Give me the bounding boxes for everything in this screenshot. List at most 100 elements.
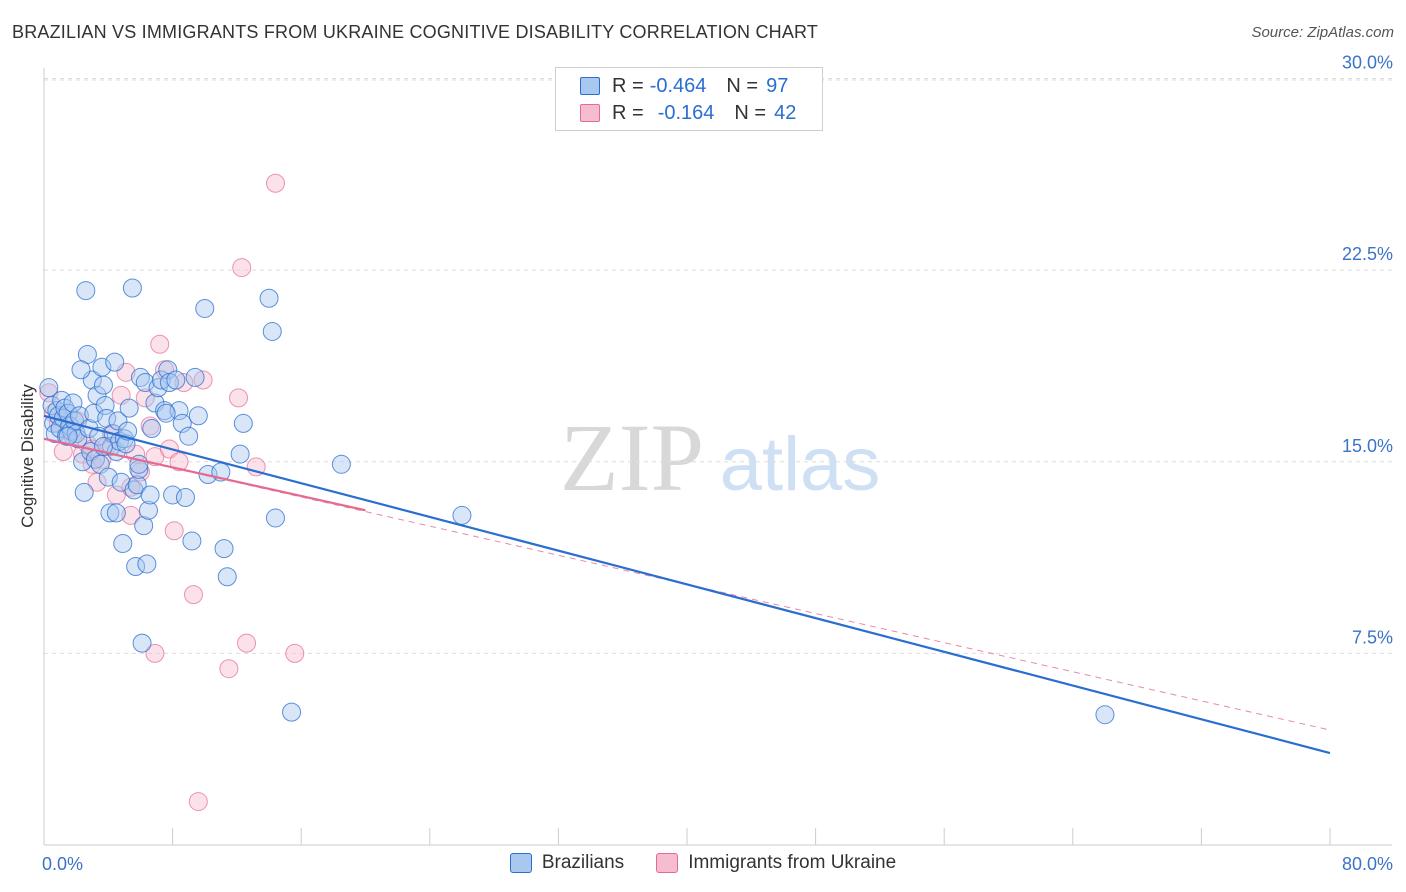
legend-label-ukraine: Immigrants from Ukraine: [688, 852, 897, 873]
data-point-ukraine: [73, 444, 93, 464]
legend-r-label: R =: [612, 74, 644, 97]
x-tick-label: 0.0%: [42, 854, 83, 874]
data-point-brazilians: [151, 370, 171, 390]
data-point-ukraine: [193, 370, 213, 390]
data-point-ukraine: [219, 659, 239, 679]
legend-stats: R = -0.464 N = 97 R = -0.164 N = 42: [555, 67, 823, 131]
data-point-ukraine: [237, 633, 257, 653]
data-point-brazilians: [331, 454, 351, 474]
data-point-brazilians: [233, 413, 253, 433]
y-tick-label: 15.0%: [1342, 436, 1393, 456]
trend-lines: [43, 414, 1331, 755]
data-point-ukraine: [174, 373, 194, 393]
data-point-brazilians: [71, 360, 91, 380]
data-point-brazilians: [265, 508, 285, 528]
legend-r-value: -0.164: [657, 101, 715, 124]
data-point-ukraine: [183, 585, 203, 605]
data-point-brazilians: [126, 557, 146, 577]
data-point-brazilians: [182, 531, 202, 551]
legend-item-ukraine[interactable]: Immigrants from Ukraine: [656, 852, 896, 874]
data-point-ukraine: [229, 388, 249, 408]
trend-line-brazilians: [43, 414, 1331, 755]
legend-n-label: N =: [726, 74, 759, 97]
watermark-atlas: atlas: [720, 422, 881, 507]
data-point-brazilians: [166, 370, 186, 390]
data-point-brazilians: [259, 288, 279, 308]
data-point-ukraine: [232, 258, 252, 278]
series-brazilians-points: [39, 278, 1115, 725]
data-point-brazilians: [140, 485, 160, 505]
data-point-brazilians: [113, 534, 133, 554]
data-point-brazilians: [106, 503, 126, 523]
data-point-brazilians: [185, 367, 205, 387]
data-point-brazilians: [87, 385, 107, 405]
data-point-brazilians: [179, 426, 199, 446]
data-point-brazilians: [217, 567, 237, 587]
legend-n-value: 97: [766, 74, 789, 97]
data-point-ukraine: [145, 643, 165, 663]
chart-title: BRAZILIAN VS IMMIGRANTS FROM UKRAINE COG…: [12, 22, 819, 42]
trend-line-ukraine: [43, 437, 366, 512]
data-point-brazilians: [108, 411, 128, 431]
data-point-brazilians: [127, 475, 147, 495]
data-point-brazilians: [230, 444, 250, 464]
y-tick-label: 22.5%: [1342, 244, 1393, 264]
data-point-ukraine: [169, 452, 189, 472]
data-point-ukraine: [150, 334, 170, 354]
data-point-brazilians: [134, 516, 154, 536]
legend-swatch-pink: [580, 104, 600, 122]
data-point-brazilians: [175, 488, 195, 508]
data-point-brazilians: [1095, 705, 1115, 725]
data-point-brazilians: [142, 419, 162, 439]
watermark-zip: ZIP: [560, 404, 704, 511]
data-point-brazilians: [119, 398, 139, 418]
legend-swatch-blue: [509, 853, 532, 873]
data-point-brazilians: [76, 281, 96, 301]
data-point-ukraine: [121, 505, 141, 525]
data-point-ukraine: [265, 173, 285, 193]
data-point-brazilians: [282, 702, 302, 722]
data-point-brazilians: [98, 467, 118, 487]
data-point-brazilians: [122, 278, 142, 298]
legend-row-ukraine: R = -0.164 N = 42: [580, 100, 796, 126]
data-point-brazilians: [262, 321, 282, 341]
data-point-ukraine: [164, 521, 184, 541]
tick-labels: 7.5% 15.0% 22.5% 30.0% 0.0% 80.0%: [42, 53, 1393, 875]
legend-r-value: -0.464: [649, 74, 707, 97]
data-point-brazilians: [137, 554, 157, 574]
data-point-brazilians: [156, 403, 176, 423]
legend-series: Brazilians Immigrants from Ukraine: [0, 852, 1406, 874]
legend-n-value: 42: [774, 101, 797, 124]
legend-swatch-pink: [656, 853, 679, 873]
data-point-brazilians: [132, 633, 152, 653]
y-tick-label: 7.5%: [1352, 627, 1393, 647]
data-point-ukraine: [285, 643, 305, 663]
y-tick-label: 30.0%: [1342, 53, 1393, 73]
data-point-ukraine: [188, 792, 208, 812]
x-tick-label: 80.0%: [1342, 854, 1393, 874]
watermark: ZIP atlas: [560, 404, 880, 511]
legend-n-label: N =: [734, 101, 767, 124]
data-point-brazilians: [135, 373, 155, 393]
grid: [44, 78, 1392, 654]
legend-label-brazilians: Brazilians: [541, 852, 625, 873]
data-point-brazilians: [188, 406, 208, 426]
data-point-brazilians: [100, 503, 120, 523]
data-point-brazilians: [214, 539, 234, 559]
data-point-brazilians: [452, 505, 472, 525]
legend-r-label: R =: [612, 101, 644, 124]
legend-item-brazilians[interactable]: Brazilians: [509, 852, 625, 874]
data-point-brazilians: [74, 482, 94, 502]
data-point-brazilians: [93, 375, 113, 395]
data-point-brazilians: [138, 500, 158, 520]
data-point-brazilians: [105, 352, 125, 372]
data-point-brazilians: [172, 413, 192, 433]
legend-swatch-blue: [580, 77, 600, 95]
axes: [43, 68, 1392, 846]
data-point-ukraine: [135, 388, 155, 408]
data-point-brazilians: [195, 298, 215, 318]
chart-source: Source: ZipAtlas.com: [1251, 24, 1394, 41]
legend-row-brazilians: R = -0.464 N = 97: [580, 73, 788, 99]
data-point-brazilians: [148, 378, 168, 398]
